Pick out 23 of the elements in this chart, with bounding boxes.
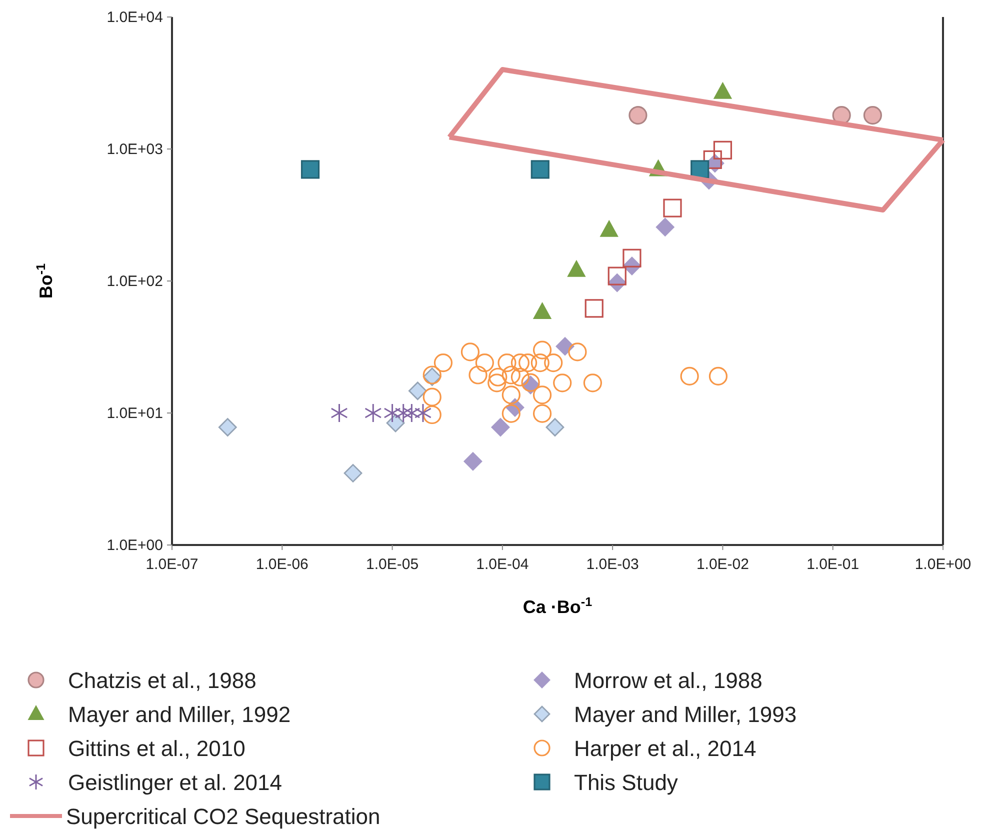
x-tick-label: 1.0E-04 [476, 556, 529, 573]
legend-label: Morrow et al., 1988 [574, 668, 762, 693]
y-tick-label: 1.0E+03 [106, 141, 163, 158]
x-tick-label: 1.0E-01 [806, 556, 860, 573]
legend-label: This Study [574, 770, 678, 795]
x-tick-label: 1.0E-02 [696, 556, 749, 573]
x-tick-label: 1.0E-05 [366, 556, 419, 573]
y-tick-label: 1.0E+02 [106, 273, 163, 290]
legend-label: Gittins et al., 2010 [68, 736, 246, 761]
x-axis-title: Ca ·Bo$^{-1}$ [522, 595, 592, 617]
x-tick-label: 1.0E-03 [586, 556, 639, 573]
legend-label: Geistlinger et al. 2014 [68, 770, 282, 795]
y-tick-label: 1.0E+04 [106, 9, 163, 26]
legend-label: Chatzis et al., 1988 [68, 668, 256, 693]
x-tick-label: 1.0E+00 [914, 556, 972, 573]
legend-label: Supercritical CO2 Sequestration [66, 804, 380, 829]
legend-label: Mayer and Miller, 1992 [68, 702, 291, 727]
x-tick-label: 1.0E-06 [256, 556, 308, 573]
legend-label: Mayer and Miller, 1993 [574, 702, 797, 727]
y-tick-label: 1.0E+00 [106, 537, 163, 554]
y-tick-label: 1.0E+01 [106, 405, 163, 422]
x-tick-label: 1.0E-07 [146, 556, 198, 573]
legend-label: Harper et al., 2014 [574, 736, 756, 761]
